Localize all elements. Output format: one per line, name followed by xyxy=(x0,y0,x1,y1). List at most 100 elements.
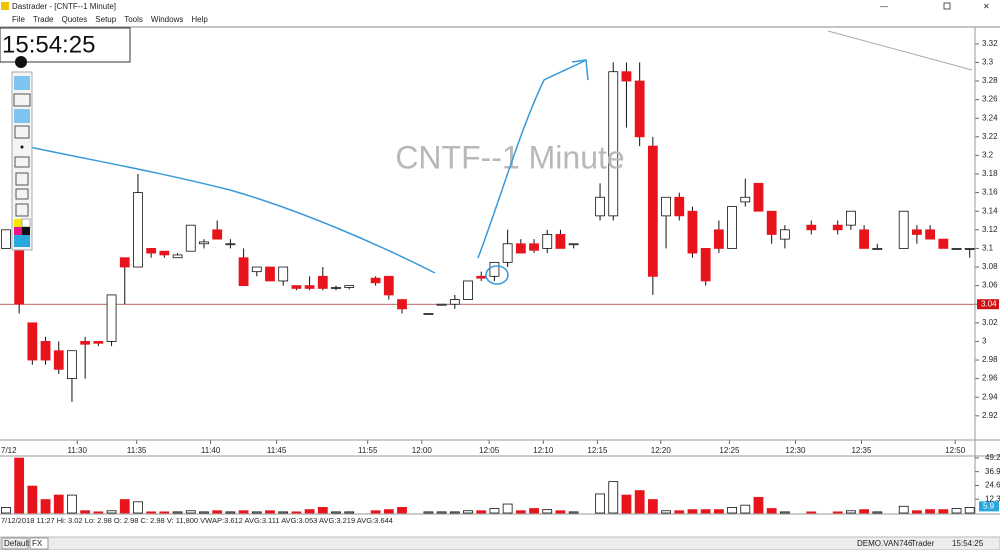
volume-bar xyxy=(317,506,328,514)
color-swatch[interactable] xyxy=(21,218,31,228)
color-swatch[interactable] xyxy=(14,227,22,235)
candle-body xyxy=(119,257,130,268)
volume-bar xyxy=(146,511,157,514)
candle-body xyxy=(568,243,579,246)
candle-body xyxy=(779,229,790,240)
menu-item[interactable]: Help xyxy=(191,15,208,24)
hand-drawn-circle xyxy=(485,265,509,285)
volume-bar xyxy=(93,511,104,514)
volume-bar xyxy=(687,509,698,514)
tool-undo[interactable] xyxy=(14,156,30,168)
candle-body xyxy=(53,350,64,370)
volume-bar xyxy=(489,508,500,514)
tool-camera[interactable] xyxy=(15,188,29,200)
title-bar xyxy=(0,0,1000,12)
tool-line[interactable] xyxy=(14,109,30,123)
volume-bar xyxy=(1,506,11,514)
candle-body xyxy=(304,285,315,289)
color-swatch[interactable] xyxy=(14,219,22,227)
x-tick-label: 12:05 xyxy=(479,446,500,455)
menu-item[interactable]: File xyxy=(12,15,25,24)
volume-bar xyxy=(436,511,447,514)
candle-body xyxy=(106,294,117,342)
menu-item[interactable]: Tools xyxy=(124,15,143,24)
candle-body xyxy=(317,275,328,289)
tool-eraser[interactable] xyxy=(14,125,30,139)
tab[interactable] xyxy=(1,537,29,550)
y-tick-label: 3.02 xyxy=(982,318,998,327)
volume-bar xyxy=(251,511,262,514)
volume-bar xyxy=(555,510,566,514)
volume-bar xyxy=(766,508,777,514)
tabs: Default FX xyxy=(1,537,49,550)
candle-body xyxy=(278,266,289,282)
tool-clipboard[interactable] xyxy=(15,203,29,217)
pin-icon[interactable] xyxy=(15,56,27,68)
hand-drawn-line xyxy=(24,145,436,274)
menu-item[interactable]: Trade xyxy=(33,15,54,24)
volume-bar xyxy=(225,511,236,514)
volume-bar xyxy=(608,481,619,514)
tab-label[interactable]: Default xyxy=(4,539,30,548)
volume-bar xyxy=(106,510,117,514)
volume-bar xyxy=(212,510,223,514)
volume-bar xyxy=(449,511,460,514)
volume-bar xyxy=(331,511,341,514)
candle-body xyxy=(449,299,460,305)
color-swatch[interactable] xyxy=(14,235,30,247)
volume-bar xyxy=(674,510,685,514)
y-tick-label: 3.3 xyxy=(982,58,994,67)
candle-body xyxy=(172,254,183,259)
tool-dot[interactable] xyxy=(20,145,24,149)
candle-body xyxy=(93,341,104,344)
volume-bar xyxy=(529,508,539,514)
menu-item[interactable]: Quotes xyxy=(62,15,88,24)
volume-tick-label: 49.2 xyxy=(985,453,1000,462)
candle-body xyxy=(476,275,487,279)
x-tick-label: 11:35 xyxy=(127,446,147,455)
tool-delete[interactable] xyxy=(15,172,29,186)
candle-body xyxy=(423,313,434,315)
tool-pointer[interactable] xyxy=(13,93,31,107)
menu-item[interactable]: Windows xyxy=(151,15,183,24)
candle-body xyxy=(542,234,553,249)
app-icon xyxy=(1,2,9,10)
menu-item[interactable]: Setup xyxy=(95,15,116,24)
volume-bar xyxy=(199,511,209,514)
minimize-button[interactable]: — xyxy=(880,2,888,11)
volume-bar xyxy=(713,509,724,514)
volume-bar xyxy=(172,511,183,514)
candle-body xyxy=(14,248,25,305)
tab[interactable] xyxy=(29,537,49,550)
candle-body xyxy=(251,266,262,273)
candle-body xyxy=(331,287,341,289)
y-tick-label: 3.06 xyxy=(982,281,998,290)
volume-bar xyxy=(53,494,64,514)
x-tick-label: 12:30 xyxy=(785,446,806,455)
y-tick-label: 3.1 xyxy=(982,244,994,253)
candle-body xyxy=(621,71,632,82)
candle-body xyxy=(634,80,645,138)
tab-label[interactable]: FX xyxy=(32,539,43,548)
volume-bar xyxy=(80,510,91,514)
close-button[interactable]: ✕ xyxy=(983,2,990,11)
candle-body xyxy=(199,241,209,245)
candle-body xyxy=(27,322,38,361)
y-tick-label: 3.16 xyxy=(982,188,998,197)
color-swatch[interactable] xyxy=(22,227,30,235)
candle-body xyxy=(766,210,777,235)
maximize-button[interactable] xyxy=(943,2,951,10)
volume-bar xyxy=(383,509,394,514)
y-tick-label: 3.24 xyxy=(982,113,998,122)
candle-body xyxy=(185,224,196,252)
y-tick-label: 2.98 xyxy=(982,355,998,364)
volume-bar xyxy=(951,508,962,514)
volume-bar xyxy=(370,510,381,514)
candle-body xyxy=(740,196,751,203)
volume-bar xyxy=(845,510,856,514)
tool-eye[interactable] xyxy=(14,76,30,90)
volume-bar xyxy=(925,509,936,514)
candle-body xyxy=(806,224,817,231)
x-tick-label: 12:15 xyxy=(587,446,608,455)
x-tick-label: 12:50 xyxy=(945,446,966,455)
